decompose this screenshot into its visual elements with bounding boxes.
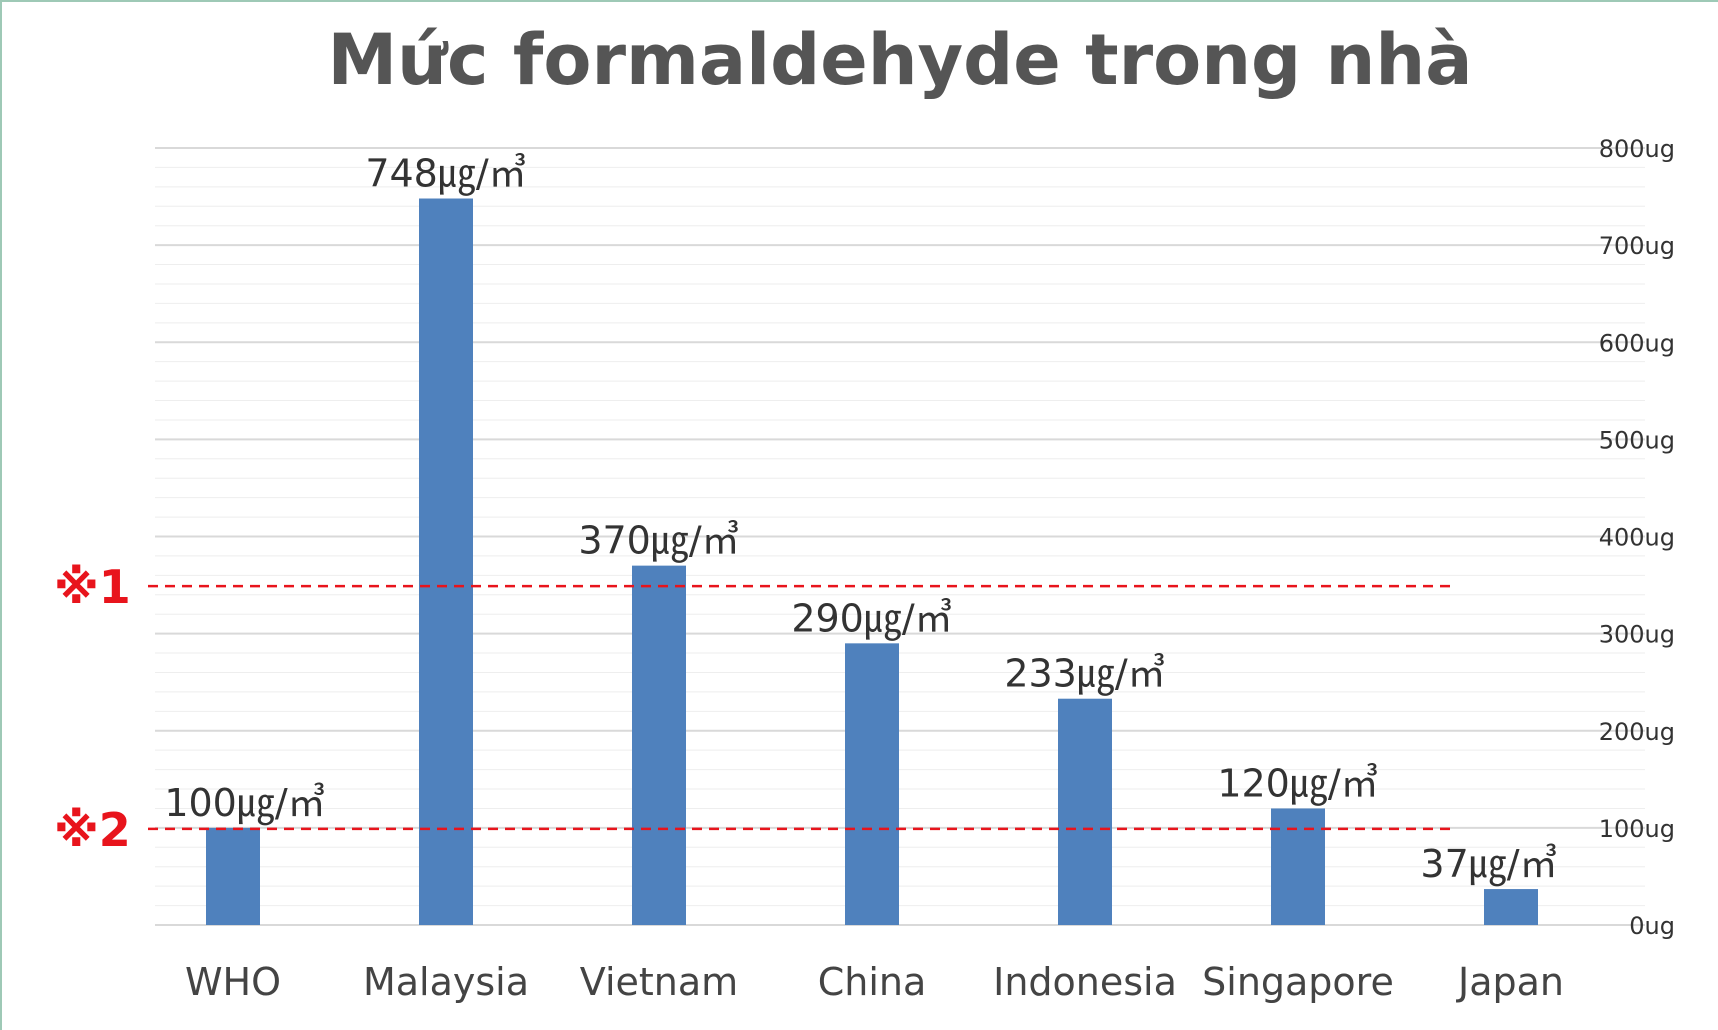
grid-layer [155,147,1645,926]
x-category-label: WHO [185,960,281,1004]
data-labels-layer: 100㎍/㎥ 748㎍/㎥ 370㎍/㎥ 290㎍/㎥ 233㎍/㎥ 120㎍/㎥ 37㎍/… [164,152,1557,888]
y-tick-label: 800ug [1599,135,1675,163]
x-category-label: Vietnam [580,960,738,1004]
y-tick-label: 0ug [1629,912,1675,940]
data-label: 370㎍/㎥ [578,519,739,564]
y-tick-label: 700ug [1599,232,1675,260]
bar [206,827,260,925]
bar [1271,808,1325,925]
bar [1058,698,1112,925]
x-axis-categories: WHO Malaysia Vietnam China Indonesia Singapor… [185,960,1564,1004]
bar [632,565,686,925]
chart-title: Mức formaldehyde trong nhà [328,19,1473,101]
y-tick-label: 500ug [1599,426,1675,454]
x-category-label: Singapore [1202,960,1394,1004]
x-category-label: Japan [1456,960,1564,1004]
data-label: 100㎍/㎥ [164,781,325,826]
y-axis-ticks: 0ug 100ug 200ug 300ug 400ug 500ug 600ug 700ug 80… [1599,135,1675,940]
y-tick-label: 600ug [1599,329,1675,357]
bar-layer [206,198,1538,925]
y-tick-label: 300ug [1599,621,1675,649]
data-label: 748㎍/㎥ [365,152,526,197]
data-label: 120㎍/㎥ [1217,761,1378,806]
x-category-label: Malaysia [363,960,529,1004]
bar [419,198,473,925]
data-label: 233㎍/㎥ [1004,652,1165,697]
bar [1484,889,1538,925]
x-category-label: China [818,960,927,1004]
y-tick-label: 200ug [1599,718,1675,746]
x-category-label: Indonesia [993,960,1177,1004]
bar [845,643,899,925]
reference-line-marker: ※1 [54,560,131,614]
reference-lines-layer: ※1 ※2 [54,560,1455,857]
data-label: 37㎍/㎥ [1420,842,1557,887]
y-tick-label: 100ug [1599,815,1675,843]
y-tick-label: 400ug [1599,524,1675,552]
reference-line-marker: ※2 [54,803,131,857]
data-label: 290㎍/㎥ [791,596,952,641]
